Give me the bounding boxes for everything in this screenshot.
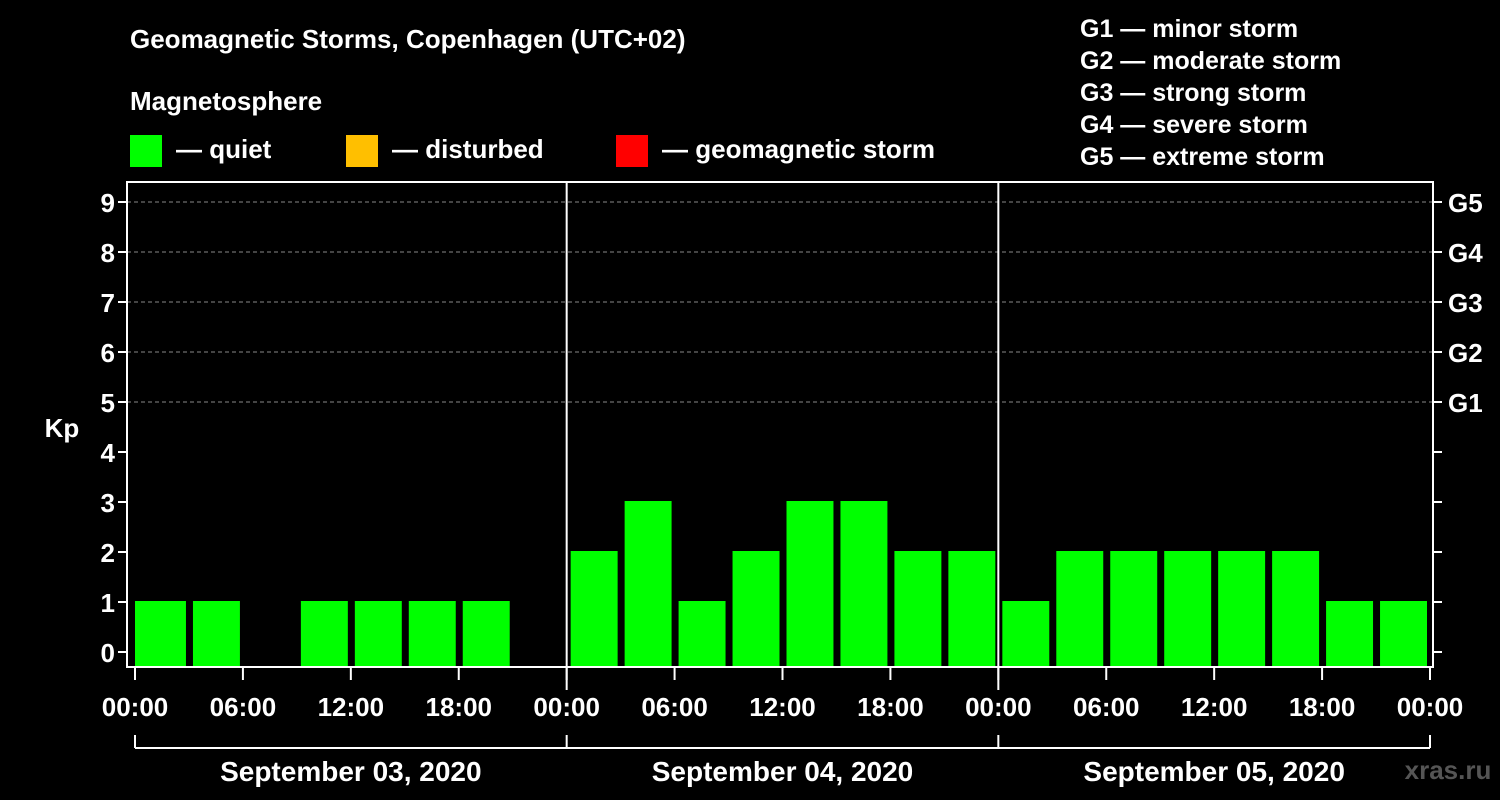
bar-6	[462, 601, 510, 667]
grid-lines	[127, 201, 1433, 403]
y-tick-label-9: 9	[101, 188, 115, 218]
bar-17	[1056, 551, 1104, 667]
y-tick-label-2: 2	[101, 538, 115, 568]
bar-15	[948, 551, 996, 667]
x-tick-label-4: 00:00	[533, 692, 600, 722]
y-axis-label: Kp	[45, 413, 80, 443]
bar-3	[300, 601, 348, 667]
x-tick-label-10: 12:00	[1181, 692, 1248, 722]
bar-0	[135, 601, 186, 667]
storm-scale-g1: G1 — minor storm	[1080, 15, 1299, 43]
x-tick-label-0: 00:00	[102, 692, 169, 722]
x-tick-label-1: 06:00	[210, 692, 277, 722]
y-tick-label-4: 4	[101, 438, 116, 468]
day-label-0: September 03, 2020	[220, 756, 482, 787]
bar-5	[408, 601, 456, 667]
y-tick-label-0: 0	[101, 638, 115, 668]
right-axis: G1 G2 G3 G4 G5	[1433, 188, 1483, 653]
bar-12	[786, 501, 834, 667]
x-tick-label-11: 18:00	[1289, 692, 1356, 722]
bar-4	[354, 601, 402, 667]
bar-9	[624, 501, 672, 667]
x-tick-label-2: 12:00	[318, 692, 385, 722]
legend-label-storm: — geomagnetic storm	[662, 134, 936, 164]
right-label-g3: G3	[1448, 288, 1483, 318]
day-label-1: September 04, 2020	[652, 756, 914, 787]
bars	[135, 501, 1427, 667]
bar-14	[894, 551, 942, 667]
chart-title: Geomagnetic Storms, Copenhagen (UTC+02)	[130, 24, 686, 54]
storm-scale-g2: G2 — moderate storm	[1080, 47, 1342, 75]
legend-label-disturbed: — disturbed	[392, 134, 544, 164]
bar-23	[1380, 601, 1427, 667]
bar-10	[678, 601, 726, 667]
bar-13	[840, 501, 888, 667]
y-axis: 0 1 2 3 4 5 6 7 8 9	[101, 188, 127, 668]
bar-22	[1326, 601, 1374, 667]
storm-scale-g5: G5 — extreme storm	[1080, 143, 1325, 171]
storm-scale-g3: G3 — strong storm	[1080, 79, 1307, 107]
bar-20	[1218, 551, 1266, 667]
y-tick-label-5: 5	[101, 388, 115, 418]
x-axis: 00:00 06:00 12:00 18:00 00:00 06:00 12:00 18:00…	[102, 667, 1464, 722]
y-tick-label-7: 7	[101, 288, 115, 318]
x-tick-label-5: 06:00	[641, 692, 708, 722]
y-tick-label-3: 3	[101, 488, 115, 518]
bar-1	[192, 601, 240, 667]
x-tick-label-12: 00:00	[1397, 692, 1464, 722]
bar-19	[1164, 551, 1212, 667]
day-separators	[565, 182, 1000, 690]
legend-swatch-disturbed	[346, 135, 378, 167]
day-axis: September 03, 2020 September 04, 2020 Sept…	[134, 735, 1431, 787]
legend-swatch-storm	[616, 135, 648, 167]
magnetosphere-label: Magnetosphere	[130, 86, 323, 116]
right-label-g5: G5	[1448, 188, 1483, 218]
x-tick-label-8: 00:00	[965, 692, 1032, 722]
day-label-2: September 05, 2020	[1083, 756, 1345, 787]
x-tick-label-6: 12:00	[749, 692, 816, 722]
right-label-g4: G4	[1448, 238, 1483, 268]
x-tick-label-9: 06:00	[1073, 692, 1140, 722]
watermark: xras.ru	[1405, 755, 1492, 785]
y-tick-label-8: 8	[101, 238, 115, 268]
bar-16	[1002, 601, 1050, 667]
bar-18	[1110, 551, 1158, 667]
y-tick-label-1: 1	[101, 588, 115, 618]
right-label-g2: G2	[1448, 338, 1483, 368]
x-tick-label-7: 18:00	[857, 692, 924, 722]
storm-scale-g4: G4 — severe storm	[1080, 111, 1308, 139]
y-tick-label-6: 6	[101, 338, 115, 368]
bar-21	[1272, 551, 1320, 667]
bar-11	[732, 551, 780, 667]
legend-swatch-quiet	[130, 135, 162, 167]
right-label-g1: G1	[1448, 388, 1483, 418]
legend-label-quiet: — quiet	[176, 134, 272, 164]
plot-frame	[126, 181, 1434, 668]
bar-8	[570, 551, 618, 667]
x-tick-label-3: 18:00	[426, 692, 493, 722]
